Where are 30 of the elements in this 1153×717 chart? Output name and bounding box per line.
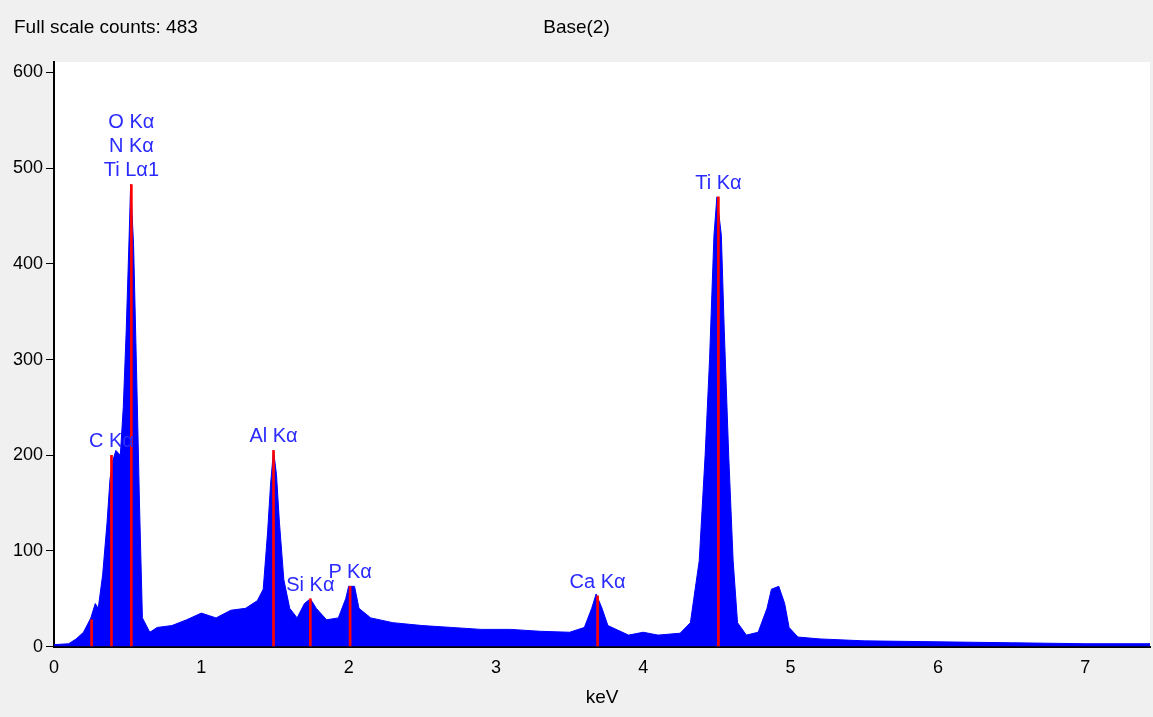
x-tick-label: 3 <box>490 657 501 678</box>
y-tick-label: 200 <box>12 444 44 465</box>
chart-title: Base(2) <box>543 16 610 37</box>
x-tick-label: 1 <box>196 657 207 678</box>
x-tick-label: 0 <box>49 657 60 678</box>
x-tick-label: 6 <box>932 657 943 678</box>
annotation: Al Kα <box>249 424 298 447</box>
bar <box>596 595 599 647</box>
annotation: Ti Lα1 <box>103 158 160 181</box>
bar <box>309 598 312 647</box>
annotation: Ti Kα <box>695 170 742 193</box>
x-tick-label: 7 <box>1080 657 1091 678</box>
bar <box>110 454 113 647</box>
x-tick-label: 2 <box>343 657 354 678</box>
annotation: O Kα <box>108 110 155 133</box>
bar <box>272 450 275 647</box>
y-tick-label: 0 <box>33 635 44 656</box>
x-tick-label: 4 <box>638 657 649 678</box>
y-tick-label: 100 <box>12 539 44 560</box>
annotation: N Kα <box>108 134 154 157</box>
x-tick-label: 5 <box>785 657 796 678</box>
y-tick-label: 500 <box>12 157 44 178</box>
x-axis-title: keV <box>585 685 619 707</box>
bar <box>90 619 93 647</box>
text: Full scale counts: 483 <box>14 16 198 38</box>
y-tick-label: 300 <box>12 348 44 369</box>
y-tick-label: 600 <box>12 61 44 82</box>
annotation: Ca Kα <box>569 569 626 592</box>
bar <box>717 196 720 647</box>
y-tick-label: 400 <box>12 252 44 273</box>
